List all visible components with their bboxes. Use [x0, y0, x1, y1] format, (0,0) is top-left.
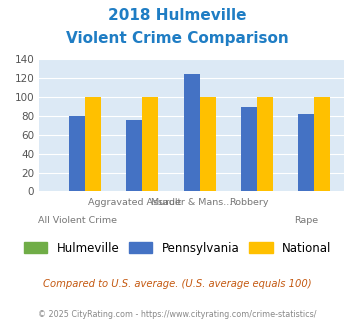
Bar [241, 108, 257, 191]
Text: © 2025 CityRating.com - https://www.cityrating.com/crime-statistics/: © 2025 CityRating.com - https://www.city… [38, 310, 317, 319]
Bar [85, 97, 101, 191]
Text: Compared to U.S. average. (U.S. average equals 100): Compared to U.S. average. (U.S. average … [43, 279, 312, 289]
Text: Aggravated Assault: Aggravated Assault [88, 198, 181, 207]
Bar [200, 97, 216, 191]
Text: Robbery: Robbery [229, 198, 269, 207]
Legend: Hulmeville, Pennsylvania, National: Hulmeville, Pennsylvania, National [19, 237, 336, 259]
Text: 2018 Hulmeville: 2018 Hulmeville [108, 8, 247, 23]
Bar [184, 75, 200, 191]
Text: Violent Crime Comparison: Violent Crime Comparison [66, 31, 289, 46]
Bar [142, 97, 158, 191]
Bar [315, 97, 331, 191]
Bar [257, 97, 273, 191]
Bar [126, 120, 142, 191]
Bar [69, 116, 85, 191]
Bar [298, 114, 315, 191]
Text: Rape: Rape [294, 216, 318, 225]
Text: Murder & Mans...: Murder & Mans... [151, 198, 232, 207]
Text: All Violent Crime: All Violent Crime [38, 216, 116, 225]
